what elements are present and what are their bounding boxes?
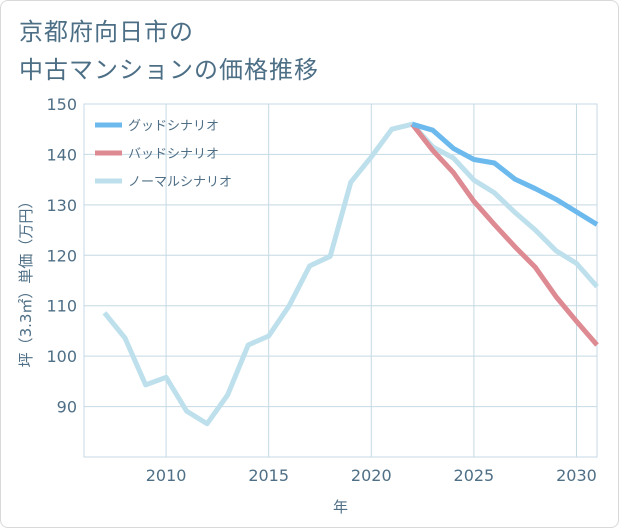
y-tick-label: 110 bbox=[46, 297, 77, 316]
series-lines bbox=[102, 121, 599, 427]
y-tick-label: 130 bbox=[46, 196, 77, 215]
y-tick-label: 150 bbox=[46, 95, 77, 114]
x-tick-label: 2020 bbox=[351, 466, 392, 485]
x-tick-label: 2030 bbox=[556, 466, 597, 485]
y-tick-label: 120 bbox=[46, 246, 77, 265]
x-axis-title: 年 bbox=[333, 498, 348, 516]
chart-title: 京都府向日市の 中古マンションの価格推移 bbox=[19, 13, 319, 89]
x-tick-label: 2010 bbox=[146, 466, 187, 485]
series-line-0 bbox=[411, 121, 599, 227]
chart-title-line-2: 中古マンションの価格推移 bbox=[19, 56, 319, 84]
legend-label: バッドシナリオ bbox=[128, 147, 219, 162]
x-tick-label: 2015 bbox=[248, 466, 289, 485]
series-line-1 bbox=[410, 122, 599, 347]
y-axis-ticks: 90 100 110 120 130 140 150 bbox=[46, 95, 77, 417]
series-line-2 bbox=[102, 121, 599, 427]
y-tick-label: 100 bbox=[46, 347, 77, 366]
y-axis-title: 坪（3.3㎡）単価（万円） bbox=[17, 194, 35, 368]
grid-lines bbox=[83, 103, 598, 458]
legend-label: ノーマルシナリオ bbox=[128, 175, 232, 190]
legend-label: グッドシナリオ bbox=[128, 119, 219, 134]
x-axis-ticks: 2010 2015 2020 2025 2030 bbox=[146, 466, 597, 485]
x-tick-label: 2025 bbox=[454, 466, 495, 485]
y-tick-label: 140 bbox=[46, 145, 77, 164]
chart-title-line-1: 京都府向日市の bbox=[19, 18, 194, 46]
y-tick-label: 90 bbox=[57, 398, 77, 417]
